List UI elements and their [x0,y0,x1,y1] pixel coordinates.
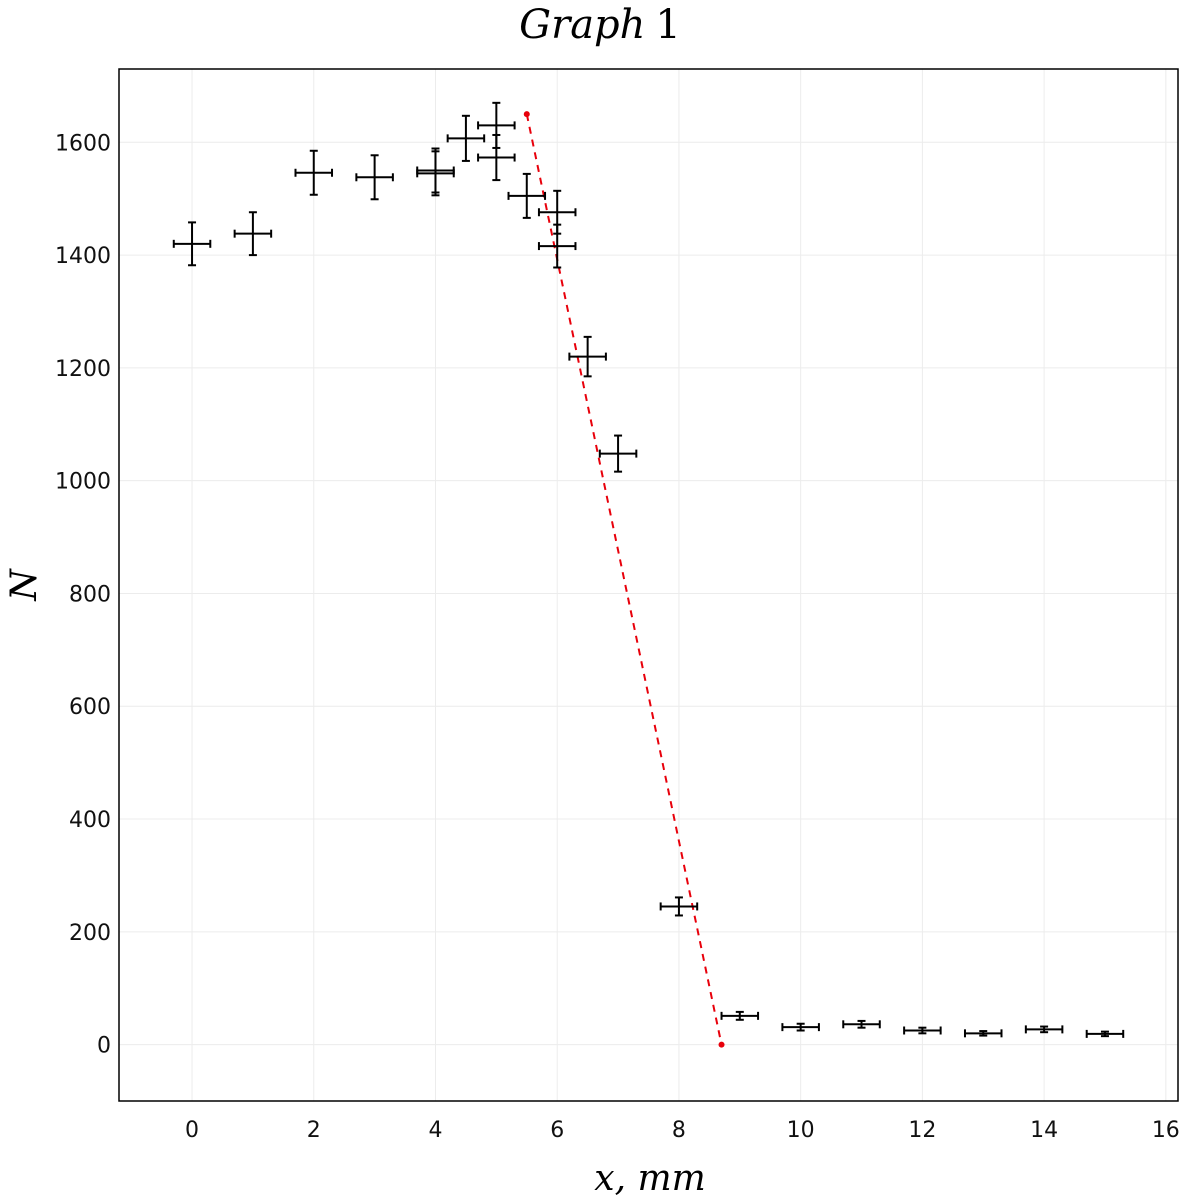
data-point [903,1026,942,1035]
data-point [1085,1029,1125,1038]
data-point [842,1019,881,1029]
y-tick-label: 800 [69,582,111,607]
data-point [477,133,516,182]
data-point [659,896,699,917]
y-tick-label: 0 [97,1034,111,1059]
x-tick-label: 6 [550,1118,564,1143]
x-axis-label: x, mm [594,1158,705,1199]
data-point [446,114,486,162]
chart-title: Graph 1 [519,2,681,48]
data-point [233,211,273,257]
data-point [598,434,638,473]
y-tick-label: 1400 [55,244,111,269]
x-tick-label: 10 [787,1118,815,1143]
fit-line-endpoint [718,1041,725,1048]
y-tick-label: 200 [69,921,111,946]
x-tick-label: 12 [908,1118,936,1143]
data-point [355,154,394,201]
y-axis-label: N [4,568,45,602]
plot-frame [118,68,1179,1102]
data-point [294,149,334,196]
data-points [172,101,1125,1038]
fit-line-endpoint [523,111,530,118]
y-tick-label: 1200 [55,357,111,382]
x-tick-label: 4 [428,1118,442,1143]
x-tick-label: 16 [1152,1118,1180,1143]
chart-title-number: 1 [655,2,680,48]
data-point [568,335,607,378]
grid [119,69,1178,1101]
y-tick-label: 600 [69,695,111,720]
x-tick-label: 8 [672,1118,686,1143]
x-tick-label: 0 [185,1118,199,1143]
data-point [172,221,212,267]
fit-line [525,113,723,1045]
data-point [537,223,577,269]
y-tick-label: 1600 [55,131,111,156]
data-point [1024,1025,1064,1034]
data-point [963,1029,1003,1038]
chart-title-text: Graph [519,2,645,48]
x-tick-labels: 0 2 4 6 8 10 12 14 16 [185,1118,1180,1143]
x-tick-label: 2 [307,1118,321,1143]
x-tick-label: 14 [1030,1118,1058,1143]
data-point [416,150,455,197]
y-tick-labels: 0 200 400 600 800 1000 1200 1400 1600 [55,131,111,1058]
y-tick-label: 400 [69,808,111,833]
fit-line-group [523,111,725,1048]
data-point [720,1010,760,1021]
data-point [781,1022,820,1032]
y-tick-label: 1000 [55,470,111,495]
data-point [507,172,547,219]
